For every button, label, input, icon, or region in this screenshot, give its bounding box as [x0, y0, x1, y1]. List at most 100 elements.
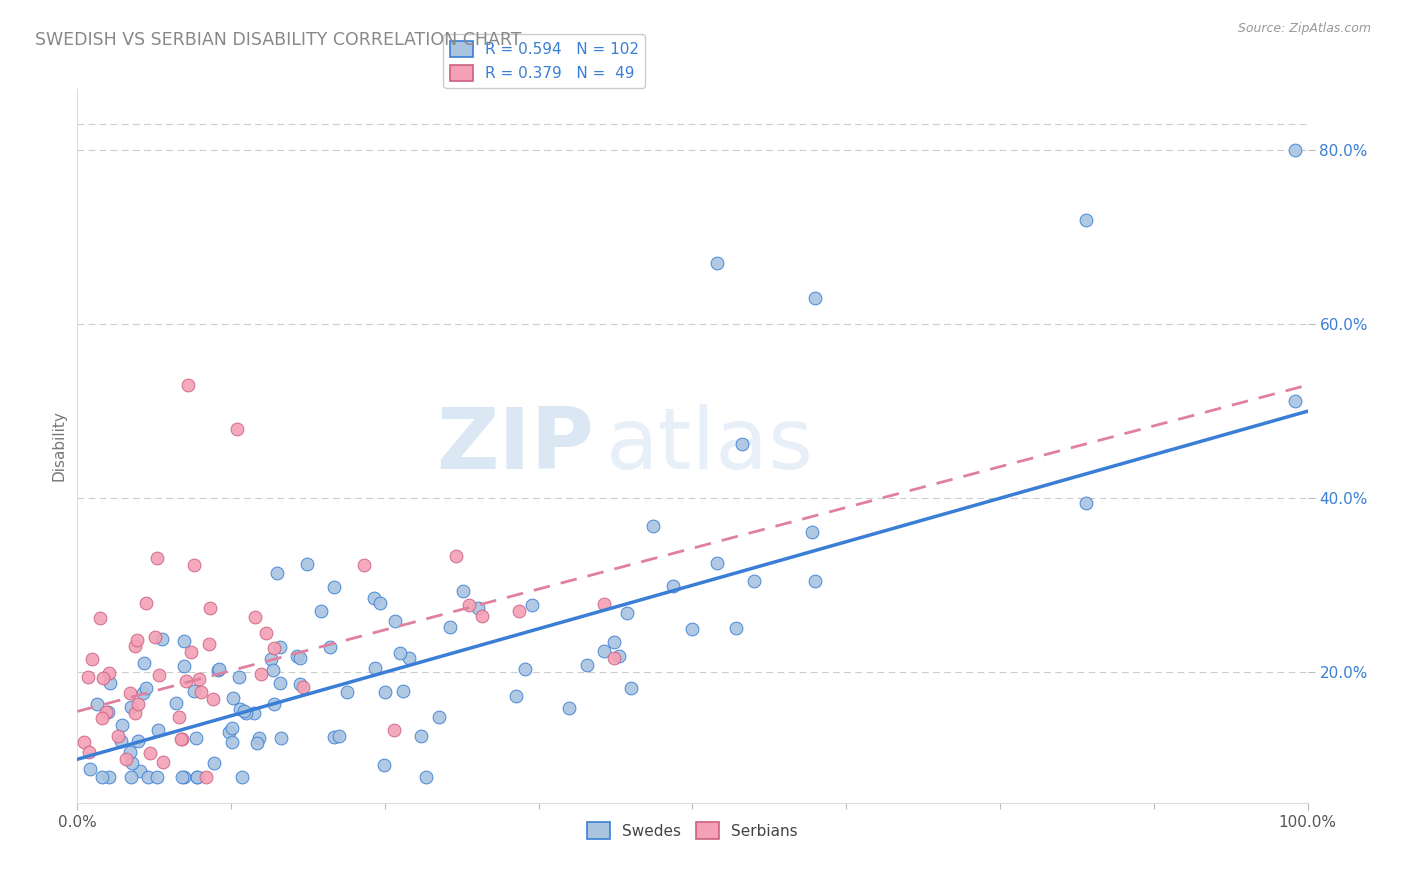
Point [731, 436, 754, 450]
Point [186, 770, 208, 784]
Point [226, 421, 249, 435]
Point [602, 650, 624, 665]
Point [384, 614, 406, 628]
Point [558, 701, 581, 715]
Point [373, 758, 395, 772]
Point [77, 745, 100, 759]
Point [508, 604, 530, 618]
Point [706, 557, 728, 571]
Point [115, 752, 138, 766]
Point [328, 729, 350, 743]
Point [127, 734, 149, 748]
Point [228, 670, 250, 684]
Point [91, 770, 114, 784]
Point [173, 634, 195, 648]
Point [120, 686, 142, 700]
Point [285, 648, 308, 663]
Point [148, 668, 170, 682]
Point [607, 648, 630, 663]
Point [415, 770, 437, 784]
Point [97, 706, 120, 720]
Point [194, 770, 217, 784]
Point [602, 635, 624, 649]
Point [186, 770, 208, 784]
Point [135, 681, 157, 695]
Point [804, 574, 827, 589]
Point [79, 762, 101, 776]
Point [221, 721, 243, 735]
Point [682, 622, 704, 636]
Point [266, 566, 288, 581]
Point [91, 711, 114, 725]
Text: SWEDISH VS SERBIAN DISABILITY CORRELATION CHART: SWEDISH VS SERBIAN DISABILITY CORRELATIO… [35, 31, 522, 49]
Point [616, 606, 638, 620]
Point [86, 697, 108, 711]
Point [471, 609, 494, 624]
Point [575, 658, 598, 673]
Point [96, 705, 118, 719]
Point [107, 729, 129, 743]
Point [218, 724, 240, 739]
Point [451, 583, 474, 598]
Point [173, 659, 195, 673]
Point [801, 524, 824, 539]
Point [198, 637, 221, 651]
Point [254, 626, 277, 640]
Point [319, 640, 342, 655]
Point [232, 704, 254, 718]
Point [382, 723, 405, 737]
Point [91, 671, 114, 685]
Point [198, 600, 221, 615]
Point [111, 718, 134, 732]
Point [208, 662, 231, 676]
Point [184, 731, 207, 746]
Point [364, 661, 387, 675]
Point [388, 646, 411, 660]
Point [121, 756, 143, 770]
Point [444, 549, 467, 563]
Point [183, 558, 205, 572]
Point [593, 598, 616, 612]
Point [246, 735, 269, 749]
Y-axis label: Disability: Disability [51, 410, 66, 482]
Point [180, 645, 202, 659]
Point [124, 639, 146, 653]
Point [152, 756, 174, 770]
Point [146, 770, 169, 784]
Point [288, 677, 311, 691]
Point [190, 685, 212, 699]
Point [132, 686, 155, 700]
Point [295, 558, 318, 572]
Point [150, 632, 173, 646]
Point [183, 683, 205, 698]
Point [1284, 393, 1306, 408]
Point [120, 700, 142, 714]
Point [643, 518, 665, 533]
Point [427, 710, 450, 724]
Point [1076, 495, 1098, 509]
Point [513, 661, 536, 675]
Point [170, 732, 193, 747]
Point [742, 574, 765, 588]
Point [207, 663, 229, 677]
Point [269, 640, 291, 654]
Point [1076, 212, 1098, 227]
Point [309, 604, 332, 618]
Point [368, 596, 391, 610]
Point [250, 667, 273, 681]
Point [231, 770, 253, 784]
Point [243, 706, 266, 720]
Point [143, 631, 166, 645]
Point [323, 580, 346, 594]
Point [291, 680, 314, 694]
Point [120, 770, 142, 784]
Text: ZIP: ZIP [436, 404, 595, 488]
Point [505, 690, 527, 704]
Point [374, 685, 396, 699]
Point [336, 685, 359, 699]
Point [243, 610, 266, 624]
Point [201, 691, 224, 706]
Point [170, 732, 193, 747]
Point [392, 683, 415, 698]
Point [290, 651, 312, 665]
